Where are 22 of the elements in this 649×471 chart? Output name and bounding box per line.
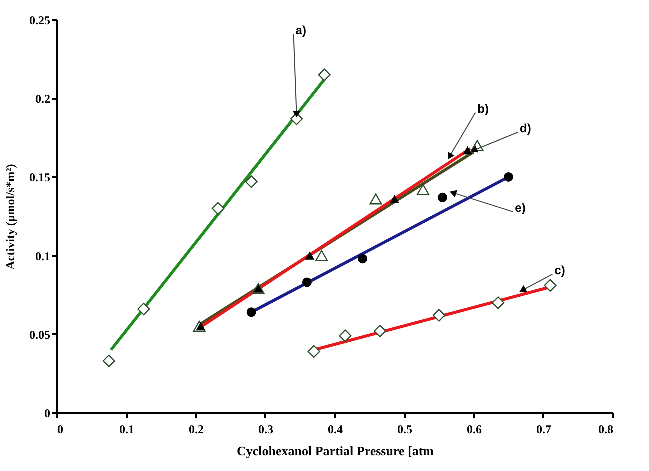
y-tick-label: 0 [44, 406, 50, 420]
annotation: b) [478, 102, 490, 116]
annotation: c) [554, 263, 566, 278]
x-tick-label: 0.1 [120, 422, 134, 436]
annotation: a) [296, 23, 306, 38]
y-tick-label: 0.25 [30, 14, 50, 28]
annotation: e) [515, 200, 526, 215]
y-tick-label: 0.15 [30, 170, 50, 185]
x-tick-label: 0.2 [189, 422, 204, 436]
annotation: d) [520, 121, 532, 136]
x-tick-label: 0.7 [536, 422, 552, 436]
y-axis-title: Activity (µmol/s*m²) [4, 164, 18, 270]
x-tick-label: 0.4 [328, 422, 343, 436]
x-tick-label: 0.6 [467, 422, 482, 436]
y-tick-label: 0.1 [36, 249, 50, 264]
x-tick-label: 0 [58, 422, 64, 436]
y-tick-label: 0.2 [36, 92, 50, 106]
x-axis-title: Cyclohexanol Partial Pressure [atm [236, 444, 434, 458]
x-tick-label: 0.8 [598, 422, 614, 436]
y-tick-label: 0.05 [30, 328, 50, 342]
x-tick-label: 0.5 [398, 422, 412, 436]
x-tick-label: 0.3 [258, 422, 274, 436]
